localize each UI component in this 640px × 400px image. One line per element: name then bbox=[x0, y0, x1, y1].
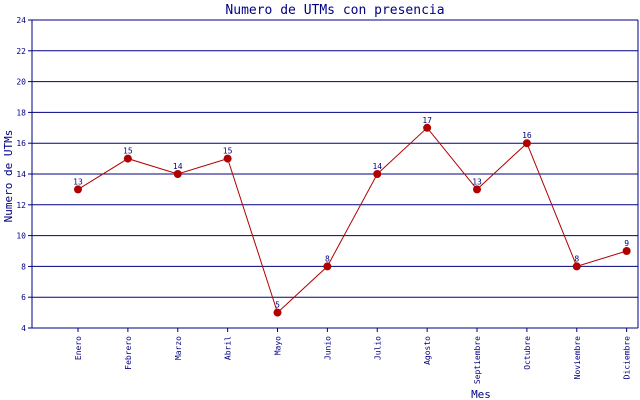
y-tick-label: 10 bbox=[16, 232, 26, 241]
y-tick-label: 14 bbox=[16, 170, 26, 179]
data-point bbox=[323, 262, 332, 271]
data-label: 14 bbox=[372, 162, 382, 171]
data-label: 15 bbox=[123, 147, 133, 156]
data-point bbox=[572, 262, 581, 271]
y-tick-label: 20 bbox=[16, 78, 26, 87]
x-tick-label: Marzo bbox=[174, 336, 183, 360]
data-label: 8 bbox=[325, 254, 330, 263]
grid-lines bbox=[32, 19, 638, 329]
data-point bbox=[173, 170, 182, 178]
data-point bbox=[423, 123, 432, 132]
x-tick-label: Enero bbox=[74, 336, 83, 360]
data-label: 9 bbox=[624, 239, 629, 248]
chart-title: Numero de UTMs con presencia bbox=[225, 3, 444, 18]
y-tick-label: 6 bbox=[21, 293, 26, 302]
y-tick-label: 18 bbox=[16, 108, 26, 117]
data-point bbox=[473, 185, 482, 194]
x-tick-label: Noviembre bbox=[573, 336, 582, 380]
x-tick-label: Abril bbox=[224, 336, 233, 360]
x-tick-labels: Enero Febrero Marzo Abril Mayo Junio Julio Agos… bbox=[74, 336, 632, 384]
data-point bbox=[123, 154, 132, 163]
y-axis-label: Numero de UTMs bbox=[2, 130, 15, 223]
y-tick-label: 22 bbox=[16, 47, 26, 56]
data-point bbox=[74, 185, 82, 194]
data-label: 13 bbox=[472, 177, 482, 186]
y-tick-label: 24 bbox=[16, 16, 26, 25]
data-point bbox=[223, 154, 232, 163]
data-label: 17 bbox=[422, 116, 432, 125]
data-label: 13 bbox=[73, 177, 83, 186]
series-line bbox=[77, 127, 627, 314]
y-tick-label: 12 bbox=[16, 201, 26, 210]
data-label: 15 bbox=[223, 147, 233, 156]
x-tick-label: Junio bbox=[323, 336, 332, 360]
data-label: 16 bbox=[522, 131, 532, 140]
x-tick-label: Agosto bbox=[423, 336, 432, 365]
y-tick-label: 16 bbox=[16, 139, 26, 148]
x-tick-label: Octubre bbox=[523, 336, 532, 370]
data-series bbox=[74, 123, 631, 317]
data-label: 8 bbox=[574, 254, 579, 263]
y-tick-label: 8 bbox=[21, 262, 26, 271]
x-axis-label: Mes bbox=[471, 388, 491, 400]
y-tick-labels: 4 6 8 10 12 14 16 18 20 22 24 bbox=[16, 16, 26, 333]
x-tick-label: Mayo bbox=[274, 336, 283, 355]
data-label: 5 bbox=[275, 301, 280, 310]
axes bbox=[28, 19, 639, 332]
x-tick-label: Febrero bbox=[124, 336, 133, 370]
y-tick-label: 4 bbox=[21, 324, 26, 333]
data-labels: 13 15 14 15 5 8 14 17 13 16 8 9 bbox=[73, 116, 629, 310]
data-point bbox=[273, 308, 282, 317]
data-point bbox=[522, 139, 531, 148]
data-point bbox=[622, 247, 631, 255]
x-tick-label: Julio bbox=[373, 336, 382, 360]
x-tick-label: Septiembre bbox=[473, 336, 482, 384]
data-point bbox=[373, 170, 382, 178]
data-label: 14 bbox=[173, 162, 183, 171]
x-tick-label: Diciembre bbox=[623, 336, 632, 380]
